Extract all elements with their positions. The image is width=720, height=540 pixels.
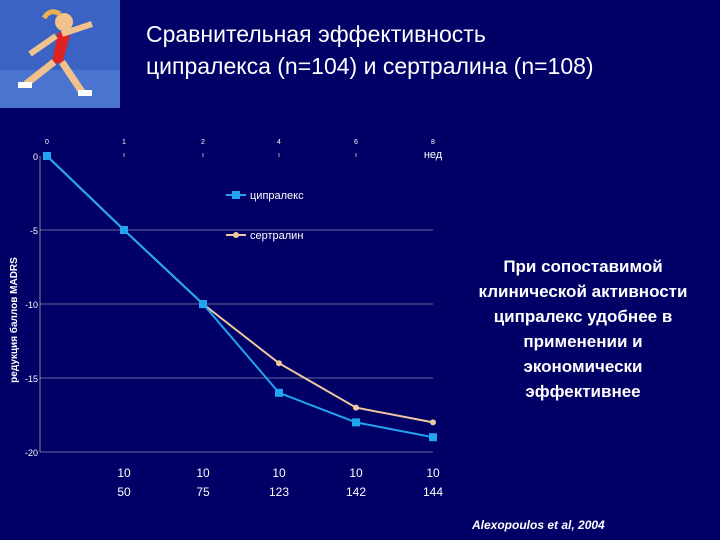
sample-size-row2: 144 [423,485,443,499]
sprinter-photo [0,0,120,108]
sample-size-row1: 10 [196,466,210,480]
data-point [429,433,437,442]
sample-size-row1: 10 [117,466,131,480]
y-tick-label: -10 [25,300,38,310]
legend-label: ципралекс [250,190,304,202]
sample-size-row2: 50 [117,485,131,499]
y-tick-label: -20 [25,448,38,458]
sample-size-row2: 123 [269,485,289,499]
data-point [120,226,128,234]
sample-size-row1: 10 [349,466,363,480]
y-tick-label: -15 [25,374,38,384]
x-tick-label: 6 [354,139,358,146]
x-tick-label: 8 [431,139,435,146]
note-line: ципралекс удобнее в [493,307,673,326]
y-axis-label: редукция баллов MADRS [8,257,20,383]
x-unit-label: нед [424,149,443,161]
legend-marker [232,191,240,199]
legend-marker [233,232,239,238]
sample-size-row2: 142 [346,485,366,499]
sample-size-row1: 10 [272,466,286,480]
sample-size-row2: 75 [196,485,210,499]
citation: Alexopoulos et al, 2004 [472,518,605,532]
conclusion-note: При сопоставимой клинической активности ци… [452,254,714,404]
note-line: экономически [523,357,643,376]
data-point [276,360,282,367]
x-tick-label: 4 [277,139,281,146]
data-point [353,404,359,411]
data-point [430,419,436,426]
note-line: эффективнее [525,382,641,401]
slide-title: Сравнительная эффективность ципралекса (… [146,18,716,82]
data-point [275,388,283,397]
note-line: применении и [523,332,643,351]
note-line: клинической активности [478,282,688,301]
madrs-line-chart: редукция баллов MADRS нед 0 -5 -10 -15 -20 0 1… [8,139,443,499]
y-tick-label: -5 [30,226,38,236]
title-line-1: Сравнительная эффективность [146,21,486,47]
legend-label: сертралин [250,230,303,242]
title-line-2: ципралекса (n=104) и сертралина (n=108) [146,53,594,79]
data-point [43,152,51,160]
sample-size-row1: 10 [426,466,440,480]
data-point [199,300,207,308]
note-line: При сопоставимой [503,257,663,276]
data-point [352,418,360,427]
x-tick-label: 0 [45,139,49,146]
y-tick-label: 0 [33,152,38,162]
x-tick-label: 2 [201,139,205,146]
x-tick-label: 1 [122,139,126,146]
series-line [46,155,434,439]
